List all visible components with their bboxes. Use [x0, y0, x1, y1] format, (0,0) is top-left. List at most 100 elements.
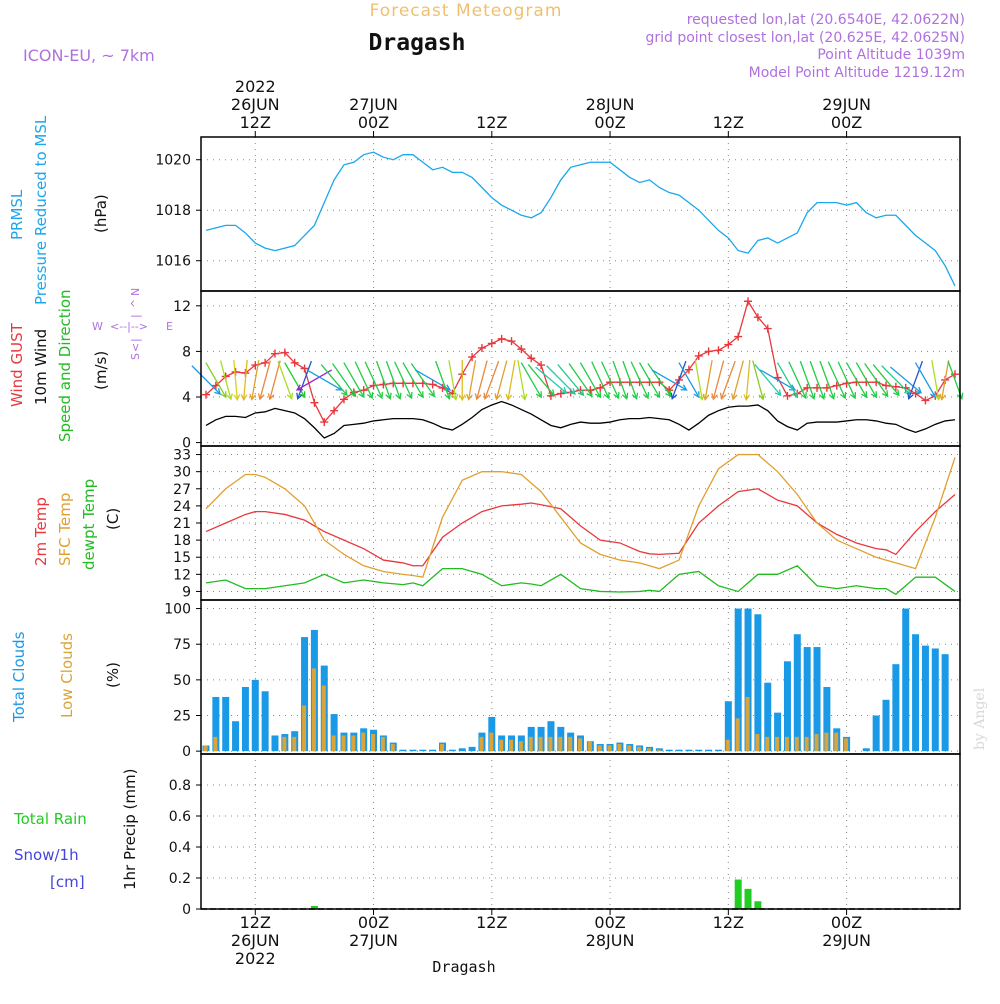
gust-marker	[783, 391, 792, 400]
top-time-label: 28JUN	[586, 95, 635, 114]
wind-arrow-head	[800, 391, 807, 400]
axis-layer: 1016101810200481291215182124273033025507…	[155, 77, 961, 968]
wind-direction-arrow	[864, 363, 889, 398]
rain-bar	[744, 888, 752, 909]
wind-direction-arrow	[670, 360, 687, 400]
pressure-label-1: PRMSL	[8, 189, 26, 240]
wind-arrow-head	[730, 393, 738, 401]
wind-arrow-shaft	[881, 365, 911, 395]
wind-dir-label: Speed and Direction	[56, 289, 74, 442]
compass-horizontal: <--|-->	[110, 320, 148, 333]
wind-arrow-shaft	[402, 362, 424, 398]
wind-arrow-shaft	[233, 359, 238, 400]
low-cloud-bar	[745, 696, 750, 752]
low-cloud-bar	[794, 736, 799, 752]
low-cloud-bar	[765, 736, 770, 752]
rain-bar	[754, 901, 762, 909]
gust-marker	[684, 365, 693, 374]
wind-arrow-shaft	[908, 360, 924, 399]
wind-arrow-shaft	[385, 360, 401, 399]
gust-marker	[330, 406, 339, 415]
wind-arrow-shaft	[507, 360, 516, 400]
low-cloud-bar	[548, 736, 553, 752]
wind-arrow-shaft	[732, 360, 744, 400]
wind-arrow-head	[860, 391, 868, 399]
wind-arrow-head	[956, 392, 964, 400]
gust-marker	[714, 346, 723, 355]
y-tick-label: 0.4	[169, 840, 191, 856]
y-tick-label: 33	[173, 448, 191, 464]
low-cloud-bar	[213, 736, 218, 752]
wind-direction-arrow	[788, 361, 807, 400]
total-cloud-bar	[783, 661, 791, 752]
temp-unit: (C)	[104, 508, 122, 530]
low-cloud-bar	[499, 739, 504, 752]
bottom-time-label: 26JUN	[231, 931, 280, 950]
y-tick-label: 0	[182, 744, 191, 760]
gust-marker	[704, 347, 713, 356]
wind-direction-arrow	[837, 361, 857, 400]
low-cloud-bar	[282, 736, 287, 752]
point-altitude: Point Altitude 1039m	[817, 47, 965, 63]
wind-arrow-head	[474, 393, 482, 401]
total-cloud-bar	[764, 682, 772, 752]
wind-direction-arrow	[385, 360, 402, 400]
gust-marker	[694, 351, 703, 360]
low-cloud-bar	[607, 745, 612, 752]
wind-arrow-head	[226, 393, 233, 401]
total-cloud-bar	[705, 749, 713, 752]
wind-arrow-shaft	[872, 364, 900, 396]
wind-arrow-head	[828, 392, 836, 400]
total-cloud-bar	[902, 608, 910, 752]
y-tick-label: 1016	[155, 254, 191, 270]
wind-direction-arrow	[754, 364, 782, 397]
total-cloud-bar	[241, 686, 249, 752]
gust-marker	[270, 349, 279, 358]
low-cloud-bar	[321, 685, 326, 752]
total-cloud-bar	[714, 749, 722, 752]
low-cloud-bar	[302, 705, 307, 752]
wind-direction-arrow	[517, 360, 528, 401]
gust-marker	[556, 389, 565, 398]
total-cloud-bar	[803, 647, 811, 752]
y-tick-label: 4	[182, 390, 191, 406]
bottom-time-label: 00Z	[831, 913, 862, 932]
wind-arrow-shaft	[837, 361, 856, 399]
wind-direction-arrow	[743, 359, 751, 402]
wind-direction-arrow	[520, 362, 542, 399]
wind-gust-label: Wind GUST	[8, 322, 26, 407]
total-cloud-bar	[862, 748, 870, 752]
wind-direction-arrow	[466, 360, 477, 401]
wind-arrow-head	[839, 391, 847, 400]
wind-direction-arrow	[295, 369, 333, 391]
y-tick-label: 0.2	[169, 871, 191, 887]
gust-marker	[753, 313, 762, 322]
wind-arrow-head	[680, 384, 688, 391]
y-tick-label: 12	[173, 299, 191, 315]
low-cloud-bar	[824, 732, 829, 752]
wind-arrow-head	[466, 393, 473, 401]
wind-arrow-head	[881, 390, 889, 398]
wind-arrow-shaft	[712, 360, 725, 400]
wind-arrow-head	[809, 392, 816, 400]
bottom-time-label: 29JUN	[822, 931, 871, 950]
gust-marker	[724, 340, 733, 349]
wind-direction-arrow	[331, 363, 357, 398]
wind-arrow-head	[267, 393, 275, 401]
wind-direction-arrow	[759, 369, 797, 391]
total-cloud-bar	[212, 696, 220, 752]
wind-direction-arrow	[799, 360, 816, 400]
gust-marker	[202, 390, 210, 399]
wind-direction-arrow	[535, 366, 568, 394]
total-cloud-bar	[892, 664, 900, 752]
wind-arrow-head	[366, 391, 374, 400]
wind-arrow-head	[849, 391, 857, 400]
low-cloud-bar	[735, 718, 740, 752]
wind-arrow-shaft	[914, 362, 936, 398]
y-tick-label: 1018	[155, 203, 191, 219]
low-cloud-bar	[568, 736, 573, 752]
top-time-label: 2022	[235, 77, 276, 96]
y-tick-label: 8	[182, 344, 191, 360]
wind-arrow-head	[603, 391, 610, 400]
y-tick-label: 75	[173, 637, 191, 653]
